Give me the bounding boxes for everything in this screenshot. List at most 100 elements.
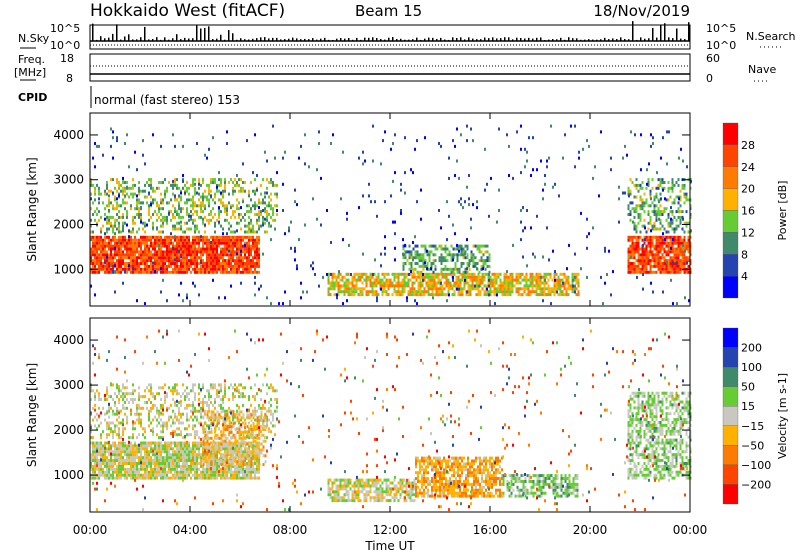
power-cell [198, 268, 200, 271]
power-cell [448, 177, 450, 180]
velocity-cell [192, 465, 194, 468]
power-cell [668, 190, 670, 193]
power-cell [124, 236, 126, 239]
power-cell [498, 128, 500, 131]
power-cell [190, 250, 192, 253]
power-cell [624, 145, 626, 148]
power-cell [134, 193, 136, 196]
power-cell [668, 268, 670, 271]
power-cell [232, 193, 234, 196]
power-cell [294, 189, 296, 192]
power-cell [124, 270, 126, 273]
power-cell [154, 198, 156, 201]
power-cell [415, 253, 417, 256]
power-cell [650, 229, 652, 232]
power-cell [428, 279, 430, 282]
power-cell [441, 245, 443, 248]
power-cell [216, 259, 218, 262]
velocity-cell [98, 450, 100, 453]
power-cell [246, 225, 248, 228]
power-cell [116, 239, 118, 242]
power-cell [556, 287, 558, 290]
power-cell [446, 273, 448, 276]
power-cell [380, 282, 382, 285]
power-cell [164, 265, 166, 268]
power-cell [120, 204, 122, 207]
power-cell [362, 276, 364, 279]
power-cell [180, 236, 182, 239]
velocity-cell [194, 444, 196, 447]
power-cell [180, 239, 182, 242]
power-cell [342, 284, 344, 287]
velocity-cell [224, 474, 226, 477]
power-cell [236, 239, 238, 242]
power-cell [438, 293, 440, 296]
power-cell [378, 276, 380, 279]
power-cell [266, 160, 268, 163]
power-cell [138, 228, 140, 231]
power-cell [364, 287, 366, 290]
power-cell [438, 276, 440, 279]
velocity-cell [158, 465, 160, 468]
power-cell [142, 268, 144, 271]
velocity-cell [142, 474, 144, 477]
power-cell [582, 148, 584, 151]
nsky-bar [660, 25, 662, 41]
power-cell [484, 290, 486, 293]
velocity-cell [154, 453, 156, 456]
power-cell [306, 291, 308, 294]
velocity-cell [184, 477, 186, 480]
velocity-cell [92, 456, 94, 459]
power-cell [394, 290, 396, 293]
power-cell [182, 207, 184, 210]
power-cell [182, 248, 184, 251]
colorbar-segment [723, 254, 738, 276]
power-cell [102, 253, 104, 256]
power-cell [222, 250, 224, 253]
power-cell [417, 253, 419, 256]
power-cell [362, 290, 364, 293]
velocity-cell [176, 459, 178, 462]
power-cell [200, 210, 202, 213]
power-cell [326, 273, 328, 276]
power-cell [586, 218, 588, 221]
power-cell [224, 253, 226, 256]
power-cell [496, 287, 498, 290]
power-cell [204, 154, 206, 157]
power-cell [422, 282, 424, 285]
power-cell [658, 228, 660, 231]
velocity-cell [122, 444, 124, 447]
power-cell [370, 282, 372, 285]
power-cell [194, 259, 196, 262]
power-cell [224, 219, 226, 222]
power-cell [122, 250, 124, 253]
colorbar-tick-label: 16 [741, 205, 755, 218]
velocity-cell [144, 471, 146, 474]
velocity-cell [214, 471, 216, 474]
velocity-cell [92, 453, 94, 456]
power-cell [132, 187, 134, 190]
power-cell [454, 290, 456, 293]
power-cell [642, 244, 644, 247]
power-cell [436, 273, 438, 276]
power-cell [494, 287, 496, 290]
velocity-cell [112, 468, 114, 471]
power-cell [204, 250, 206, 253]
power-cell [422, 290, 424, 293]
power-cell [254, 245, 256, 248]
power-cell [664, 248, 666, 251]
power-cell [678, 256, 680, 259]
power-cell [366, 279, 368, 282]
power-cell [538, 276, 540, 279]
power-cell [662, 210, 664, 213]
power-cell [346, 279, 348, 282]
power-cell [532, 168, 534, 171]
power-cell [348, 293, 350, 296]
power-cell [176, 210, 178, 213]
velocity-cell [106, 471, 108, 474]
power-cell [488, 290, 490, 293]
power-cell [222, 256, 224, 259]
power-cell [646, 183, 648, 186]
power-cell [180, 262, 182, 265]
power-cell [438, 290, 440, 293]
